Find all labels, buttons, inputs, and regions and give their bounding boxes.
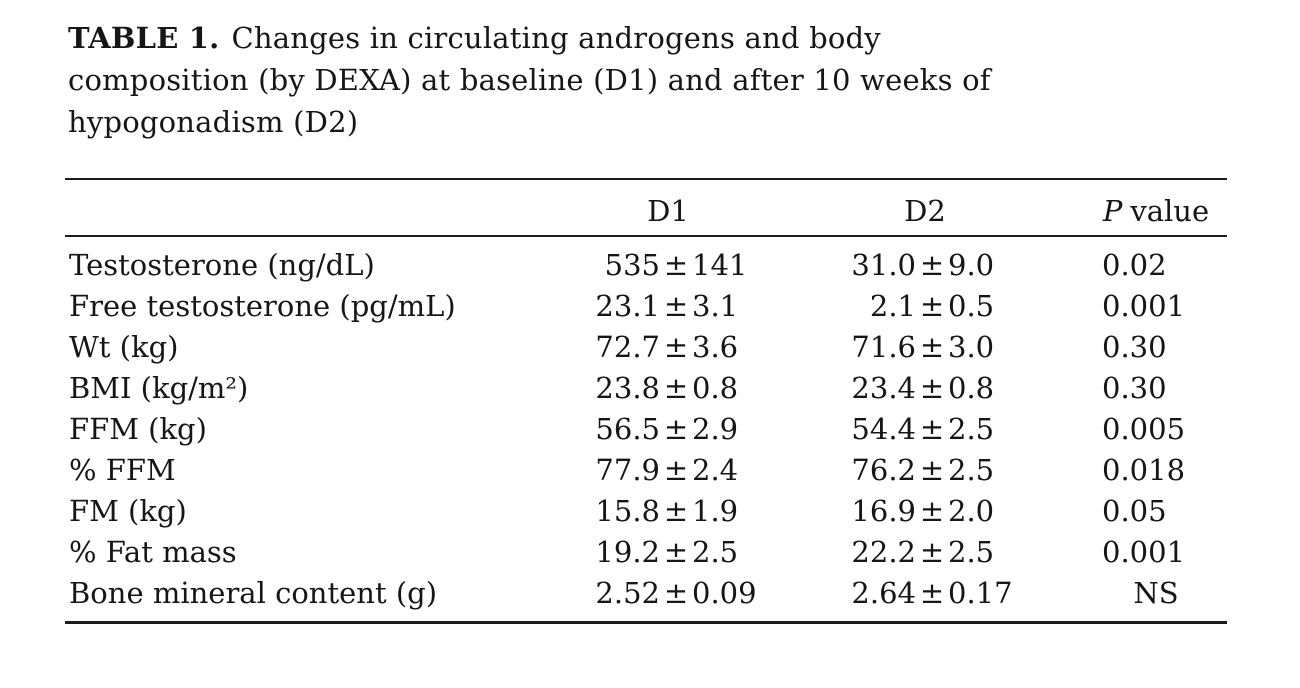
d2-error: 3.0 <box>948 329 995 364</box>
d2-value: 2.1 <box>869 288 916 323</box>
row-label: BMI (kg/m²) <box>69 370 249 405</box>
caption-text-1: Changes in circulating androgens and bod… <box>231 21 881 55</box>
d1-error: 2.4 <box>692 452 739 487</box>
d2-value: 76.2 <box>851 452 916 487</box>
row-label: Wt (kg) <box>69 329 179 364</box>
column-header-d2: D2 <box>904 194 946 228</box>
row-label: % FFM <box>69 452 176 487</box>
column-header-d1: D1 <box>647 194 689 228</box>
d1-pm-sign: ± <box>663 329 689 364</box>
p-value: 0.02 <box>1102 247 1167 282</box>
d1-pm-sign: ± <box>663 411 689 446</box>
caption-line-2: composition (by DEXA) at baseline (D1) a… <box>68 63 991 97</box>
d1-pm-sign: ± <box>663 452 689 487</box>
table-row: Bone mineral content (g) 2.52 ±0.09 2.64 ±0.… <box>65 572 1227 613</box>
d1-value: 2.52 <box>595 575 660 610</box>
d2-pm-sign: ± <box>919 288 945 323</box>
d1-error: 3.6 <box>692 329 739 364</box>
d1-error: 3.1 <box>692 288 739 323</box>
d1-error: 1.9 <box>692 493 739 528</box>
d1-error: 141 <box>692 247 748 282</box>
d2-pm-sign: ± <box>919 370 945 405</box>
d1-pm-sign: ± <box>663 288 689 323</box>
table-body: Testosterone (ng/dL) 535 ±141 31.0 ±9.0 0.02 F… <box>65 237 1227 624</box>
row-label: FM (kg) <box>69 493 187 528</box>
d2-value: 22.2 <box>851 534 916 569</box>
d2-error: 2.5 <box>948 411 995 446</box>
caption-line-1: TABLE 1. Changes in circulating androgens… <box>68 17 991 59</box>
d1-value: 15.8 <box>595 493 660 528</box>
table-row: % FFM 77.9 ±2.4 76.2 ±2.5 0.018 <box>65 449 1227 490</box>
d2-value: 54.4 <box>851 411 916 446</box>
d1-pm-sign: ± <box>663 247 689 282</box>
d1-pm-sign: ± <box>663 370 689 405</box>
d1-pm-sign: ± <box>663 534 689 569</box>
table-row: Testosterone (ng/dL) 535 ±141 31.0 ±9.0 0.02 <box>65 244 1227 285</box>
d2-pm-sign: ± <box>919 247 945 282</box>
d2-pm-sign: ± <box>919 493 945 528</box>
d2-error: 9.0 <box>948 247 995 282</box>
p-value: 0.005 <box>1102 411 1186 446</box>
d2-value: 31.0 <box>851 247 916 282</box>
row-label: Free testosterone (pg/mL) <box>69 288 456 323</box>
d2-pm-sign: ± <box>919 575 945 610</box>
d2-pm-sign: ± <box>919 411 945 446</box>
d1-value: 23.8 <box>595 370 660 405</box>
d1-value: 77.9 <box>595 452 660 487</box>
d2-value: 71.6 <box>851 329 916 364</box>
row-label: FFM (kg) <box>69 411 207 446</box>
table-row: FM (kg) 15.8 ±1.9 16.9 ±2.0 0.05 <box>65 490 1227 531</box>
table-row: Free testosterone (pg/mL) 23.1 ±3.1 2.1 ±0.5… <box>65 285 1227 326</box>
table-row: Wt (kg) 72.7 ±3.6 71.6 ±3.0 0.30 <box>65 326 1227 367</box>
d1-value: 56.5 <box>595 411 660 446</box>
table-row: FFM (kg) 56.5 ±2.9 54.4 ±2.5 0.005 <box>65 408 1227 449</box>
row-label: % Fat mass <box>69 534 237 569</box>
d2-error: 0.8 <box>948 370 995 405</box>
d1-value: 19.2 <box>595 534 660 569</box>
d1-value: 72.7 <box>595 329 660 364</box>
d2-pm-sign: ± <box>919 534 945 569</box>
d2-error: 2.5 <box>948 452 995 487</box>
d2-error: 2.5 <box>948 534 995 569</box>
p-value: 0.018 <box>1102 452 1186 487</box>
table-row: BMI (kg/m²) 23.8 ±0.8 23.4 ±0.8 0.30 <box>65 367 1227 408</box>
p-value: 0.001 <box>1102 534 1186 569</box>
d1-error: 0.8 <box>692 370 739 405</box>
p-rest: value <box>1130 194 1210 228</box>
d1-pm-sign: ± <box>663 493 689 528</box>
d1-error: 0.09 <box>692 575 757 610</box>
p-value: 0.30 <box>1102 370 1167 405</box>
row-label: Bone mineral content (g) <box>69 575 438 610</box>
d2-value: 2.64 <box>851 575 916 610</box>
d2-error: 0.17 <box>948 575 1013 610</box>
p-value: 0.05 <box>1102 493 1167 528</box>
d2-value: 16.9 <box>851 493 916 528</box>
row-label: Testosterone (ng/dL) <box>69 247 375 282</box>
table-row: % Fat mass 19.2 ±2.5 22.2 ±2.5 0.001 <box>65 531 1227 572</box>
d2-pm-sign: ± <box>919 329 945 364</box>
d1-value: 23.1 <box>595 288 660 323</box>
d2-value: 23.4 <box>851 370 916 405</box>
d2-error: 2.0 <box>948 493 995 528</box>
d1-value: 535 <box>604 247 660 282</box>
table-caption: TABLE 1. Changes in circulating androgens… <box>68 17 991 143</box>
p-value: NS <box>1133 575 1179 610</box>
p-value: 0.001 <box>1102 288 1186 323</box>
p-value: 0.30 <box>1102 329 1167 364</box>
d2-error: 0.5 <box>948 288 995 323</box>
d1-error: 2.5 <box>692 534 739 569</box>
caption-line-3: hypogonadism (D2) <box>68 105 359 139</box>
d1-pm-sign: ± <box>663 575 689 610</box>
d2-pm-sign: ± <box>919 452 945 487</box>
d1-error: 2.9 <box>692 411 739 446</box>
p-italic: P <box>1102 194 1123 228</box>
table-number-label: TABLE 1. <box>68 21 220 55</box>
